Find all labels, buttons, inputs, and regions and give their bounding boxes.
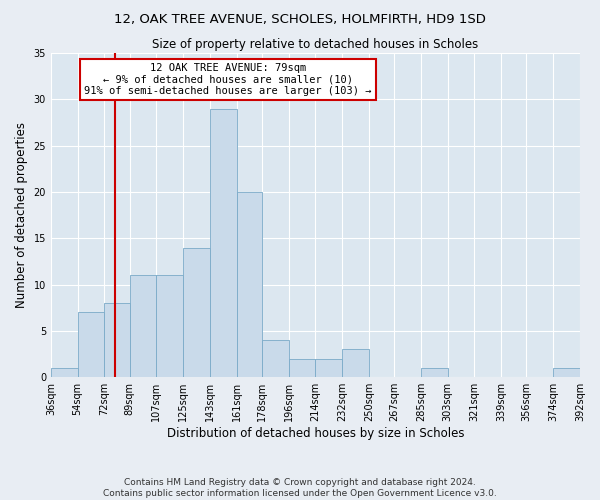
Text: Contains HM Land Registry data © Crown copyright and database right 2024.
Contai: Contains HM Land Registry data © Crown c…	[103, 478, 497, 498]
Bar	[421, 368, 448, 377]
Bar	[262, 340, 289, 377]
Text: 12 OAK TREE AVENUE: 79sqm
← 9% of detached houses are smaller (10)
91% of semi-d: 12 OAK TREE AVENUE: 79sqm ← 9% of detach…	[85, 63, 372, 96]
Title: Size of property relative to detached houses in Scholes: Size of property relative to detached ho…	[152, 38, 479, 51]
Bar	[316, 358, 342, 377]
Text: 12, OAK TREE AVENUE, SCHOLES, HOLMFIRTH, HD9 1SD: 12, OAK TREE AVENUE, SCHOLES, HOLMFIRTH,…	[114, 12, 486, 26]
Bar	[342, 350, 369, 377]
Bar	[289, 358, 316, 377]
Bar	[553, 368, 580, 377]
X-axis label: Distribution of detached houses by size in Scholes: Distribution of detached houses by size …	[167, 427, 464, 440]
Bar	[210, 108, 236, 377]
Bar	[157, 276, 183, 377]
Y-axis label: Number of detached properties: Number of detached properties	[15, 122, 28, 308]
Bar	[130, 276, 157, 377]
Bar	[77, 312, 104, 377]
Bar	[104, 303, 130, 377]
Bar	[236, 192, 262, 377]
Bar	[51, 368, 77, 377]
Bar	[183, 248, 210, 377]
